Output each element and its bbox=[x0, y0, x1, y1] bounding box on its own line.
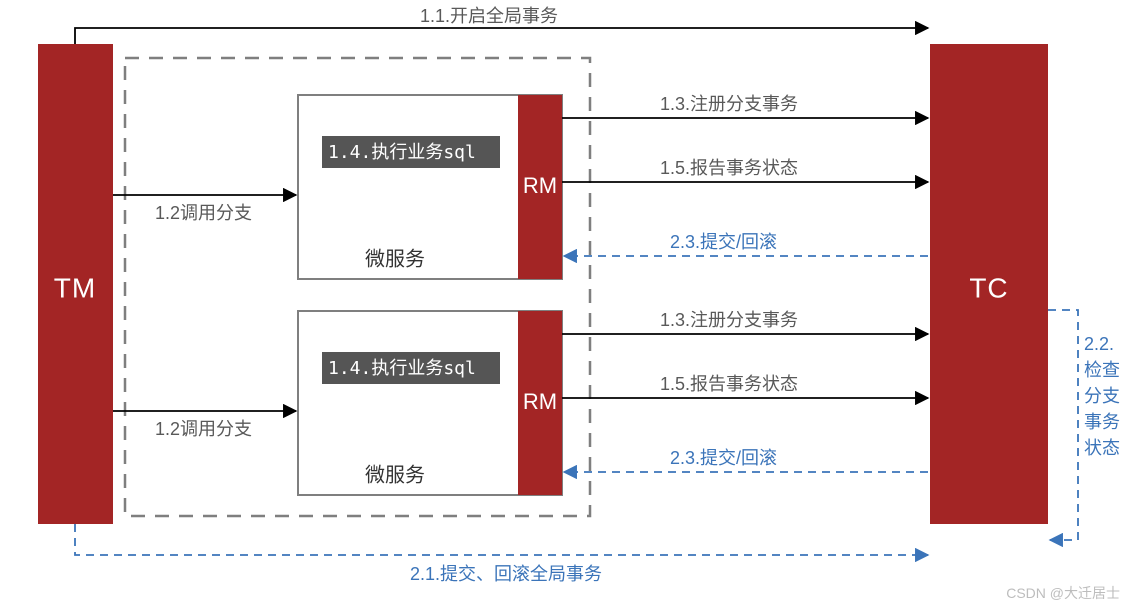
edge-2-1: 2.1.提交、回滚全局事务 bbox=[75, 524, 928, 584]
edge-1-2a: 1.2调用分支 bbox=[113, 195, 296, 223]
edge-2-3a: 2.3.提交/回滚 bbox=[564, 232, 928, 256]
sql1-label: 1.4.执行业务sql bbox=[328, 142, 476, 163]
edge-2-3a-label: 2.3.提交/回滚 bbox=[670, 232, 777, 252]
edge-1-5b-label: 1.5.报告事务状态 bbox=[660, 374, 798, 394]
edge-2-3b-label: 2.3.提交/回滚 bbox=[670, 448, 777, 468]
edge-2-2: 2.2. 检查 分支 事务 状态 bbox=[1048, 310, 1125, 540]
edge-1-3b-label: 1.3.注册分支事务 bbox=[660, 310, 798, 330]
ms2-label: 微服务 bbox=[365, 463, 425, 486]
microservice-1: RM 微服务 1.4.执行业务sql bbox=[298, 95, 562, 279]
tm-node: TM bbox=[38, 44, 113, 524]
edge-2-2-label: 2.2. 检查 分支 事务 状态 bbox=[1084, 334, 1125, 458]
tc-label: TC bbox=[969, 272, 1008, 303]
edge-1-5a: 1.5.报告事务状态 bbox=[562, 158, 928, 182]
tm-label: TM bbox=[54, 272, 96, 303]
edge-1-2b: 1.2调用分支 bbox=[113, 411, 296, 439]
tc-node: TC bbox=[930, 44, 1048, 524]
edge-1-5a-label: 1.5.报告事务状态 bbox=[660, 158, 798, 178]
edge-2-1-label: 2.1.提交、回滚全局事务 bbox=[410, 564, 602, 584]
edge-1-5b: 1.5.报告事务状态 bbox=[562, 374, 928, 398]
ms1-label: 微服务 bbox=[365, 247, 425, 270]
microservice-2: RM 微服务 1.4.执行业务sql bbox=[298, 311, 562, 495]
edge-1-2b-label: 1.2调用分支 bbox=[155, 419, 252, 439]
edge-1-1-label: 1.1.开启全局事务 bbox=[420, 6, 558, 26]
edge-2-3b: 2.3.提交/回滚 bbox=[564, 448, 928, 472]
edge-1-3b: 1.3.注册分支事务 bbox=[562, 310, 928, 334]
sql2-label: 1.4.执行业务sql bbox=[328, 358, 476, 379]
edge-1-1: 1.1.开启全局事务 bbox=[75, 6, 928, 44]
edge-1-2a-label: 1.2调用分支 bbox=[155, 203, 252, 223]
edge-1-3a-label: 1.3.注册分支事务 bbox=[660, 94, 798, 114]
rm2-label: RM bbox=[523, 389, 557, 414]
watermark: CSDN @大迁居士 bbox=[1006, 585, 1120, 601]
edge-1-3a: 1.3.注册分支事务 bbox=[562, 94, 928, 118]
rm1-label: RM bbox=[523, 173, 557, 198]
